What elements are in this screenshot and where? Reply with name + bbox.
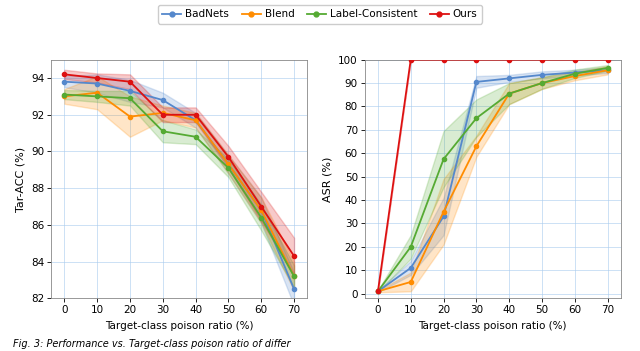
Ours (257, 204, 265, 208)
Ours (159, 113, 166, 117)
Line: Ours: Ours (62, 72, 296, 258)
Label-Consistent (93, 94, 101, 99)
Label-Consistent (407, 245, 415, 249)
Ours (290, 254, 298, 258)
Ours (472, 58, 480, 62)
Ours (440, 58, 447, 62)
Label-Consistent (472, 116, 480, 120)
BadNets (571, 71, 579, 75)
BadNets (290, 287, 298, 291)
Line: Ours: Ours (376, 58, 610, 293)
Ours (61, 72, 68, 77)
Blend (604, 68, 611, 72)
Blend (538, 81, 546, 85)
Label-Consistent (604, 66, 611, 70)
BadNets (538, 73, 546, 77)
Label-Consistent (506, 92, 513, 96)
Blend (225, 162, 232, 166)
Line: Blend: Blend (62, 91, 296, 278)
Blend (472, 144, 480, 148)
Blend (192, 118, 200, 122)
Ours (538, 58, 546, 62)
Label-Consistent (440, 157, 447, 161)
Y-axis label: ASR (%): ASR (%) (323, 156, 333, 202)
Blend (126, 114, 134, 119)
BadNets (192, 118, 200, 122)
Ours (374, 289, 382, 293)
BadNets (440, 214, 447, 219)
Line: BadNets: BadNets (62, 80, 296, 291)
BadNets (506, 76, 513, 80)
Blend (290, 274, 298, 278)
Blend (407, 280, 415, 284)
BadNets (126, 89, 134, 93)
Legend: BadNets, Blend, Label-Consistent, Ours: BadNets, Blend, Label-Consistent, Ours (158, 5, 482, 24)
Label-Consistent (159, 129, 166, 133)
BadNets (407, 266, 415, 270)
Text: Fig. 3: Performance vs. Target-class poison ratio of differ: Fig. 3: Performance vs. Target-class poi… (13, 339, 291, 350)
BadNets (374, 289, 382, 293)
Ours (506, 58, 513, 62)
Line: Blend: Blend (376, 68, 610, 293)
Label-Consistent (225, 166, 232, 170)
BadNets (93, 81, 101, 86)
Ours (571, 58, 579, 62)
Ours (604, 58, 611, 62)
Ours (192, 113, 200, 117)
Ours (225, 155, 232, 159)
Ours (93, 76, 101, 80)
X-axis label: Target-class poison ratio (%): Target-class poison ratio (%) (419, 321, 567, 331)
Label-Consistent (126, 96, 134, 100)
BadNets (472, 80, 480, 84)
Label-Consistent (374, 289, 382, 293)
BadNets (61, 80, 68, 84)
Y-axis label: Tar-ACC (%): Tar-ACC (%) (15, 146, 26, 212)
Label-Consistent (538, 81, 546, 85)
Line: Label-Consistent: Label-Consistent (376, 66, 610, 293)
Line: BadNets: BadNets (376, 68, 610, 293)
Label-Consistent (290, 274, 298, 278)
Label-Consistent (257, 216, 265, 220)
Blend (257, 208, 265, 212)
BadNets (257, 208, 265, 212)
BadNets (225, 162, 232, 166)
Line: Label-Consistent: Label-Consistent (62, 92, 296, 278)
BadNets (604, 68, 611, 72)
Blend (571, 74, 579, 78)
Blend (61, 94, 68, 99)
Ours (126, 80, 134, 84)
BadNets (159, 98, 166, 102)
Blend (506, 92, 513, 96)
Blend (93, 91, 101, 95)
Blend (159, 111, 166, 115)
Label-Consistent (192, 135, 200, 139)
Label-Consistent (571, 72, 579, 76)
Blend (374, 289, 382, 293)
X-axis label: Target-class poison ratio (%): Target-class poison ratio (%) (105, 321, 253, 331)
Ours (407, 58, 415, 62)
Label-Consistent (61, 92, 68, 97)
Blend (440, 210, 447, 214)
